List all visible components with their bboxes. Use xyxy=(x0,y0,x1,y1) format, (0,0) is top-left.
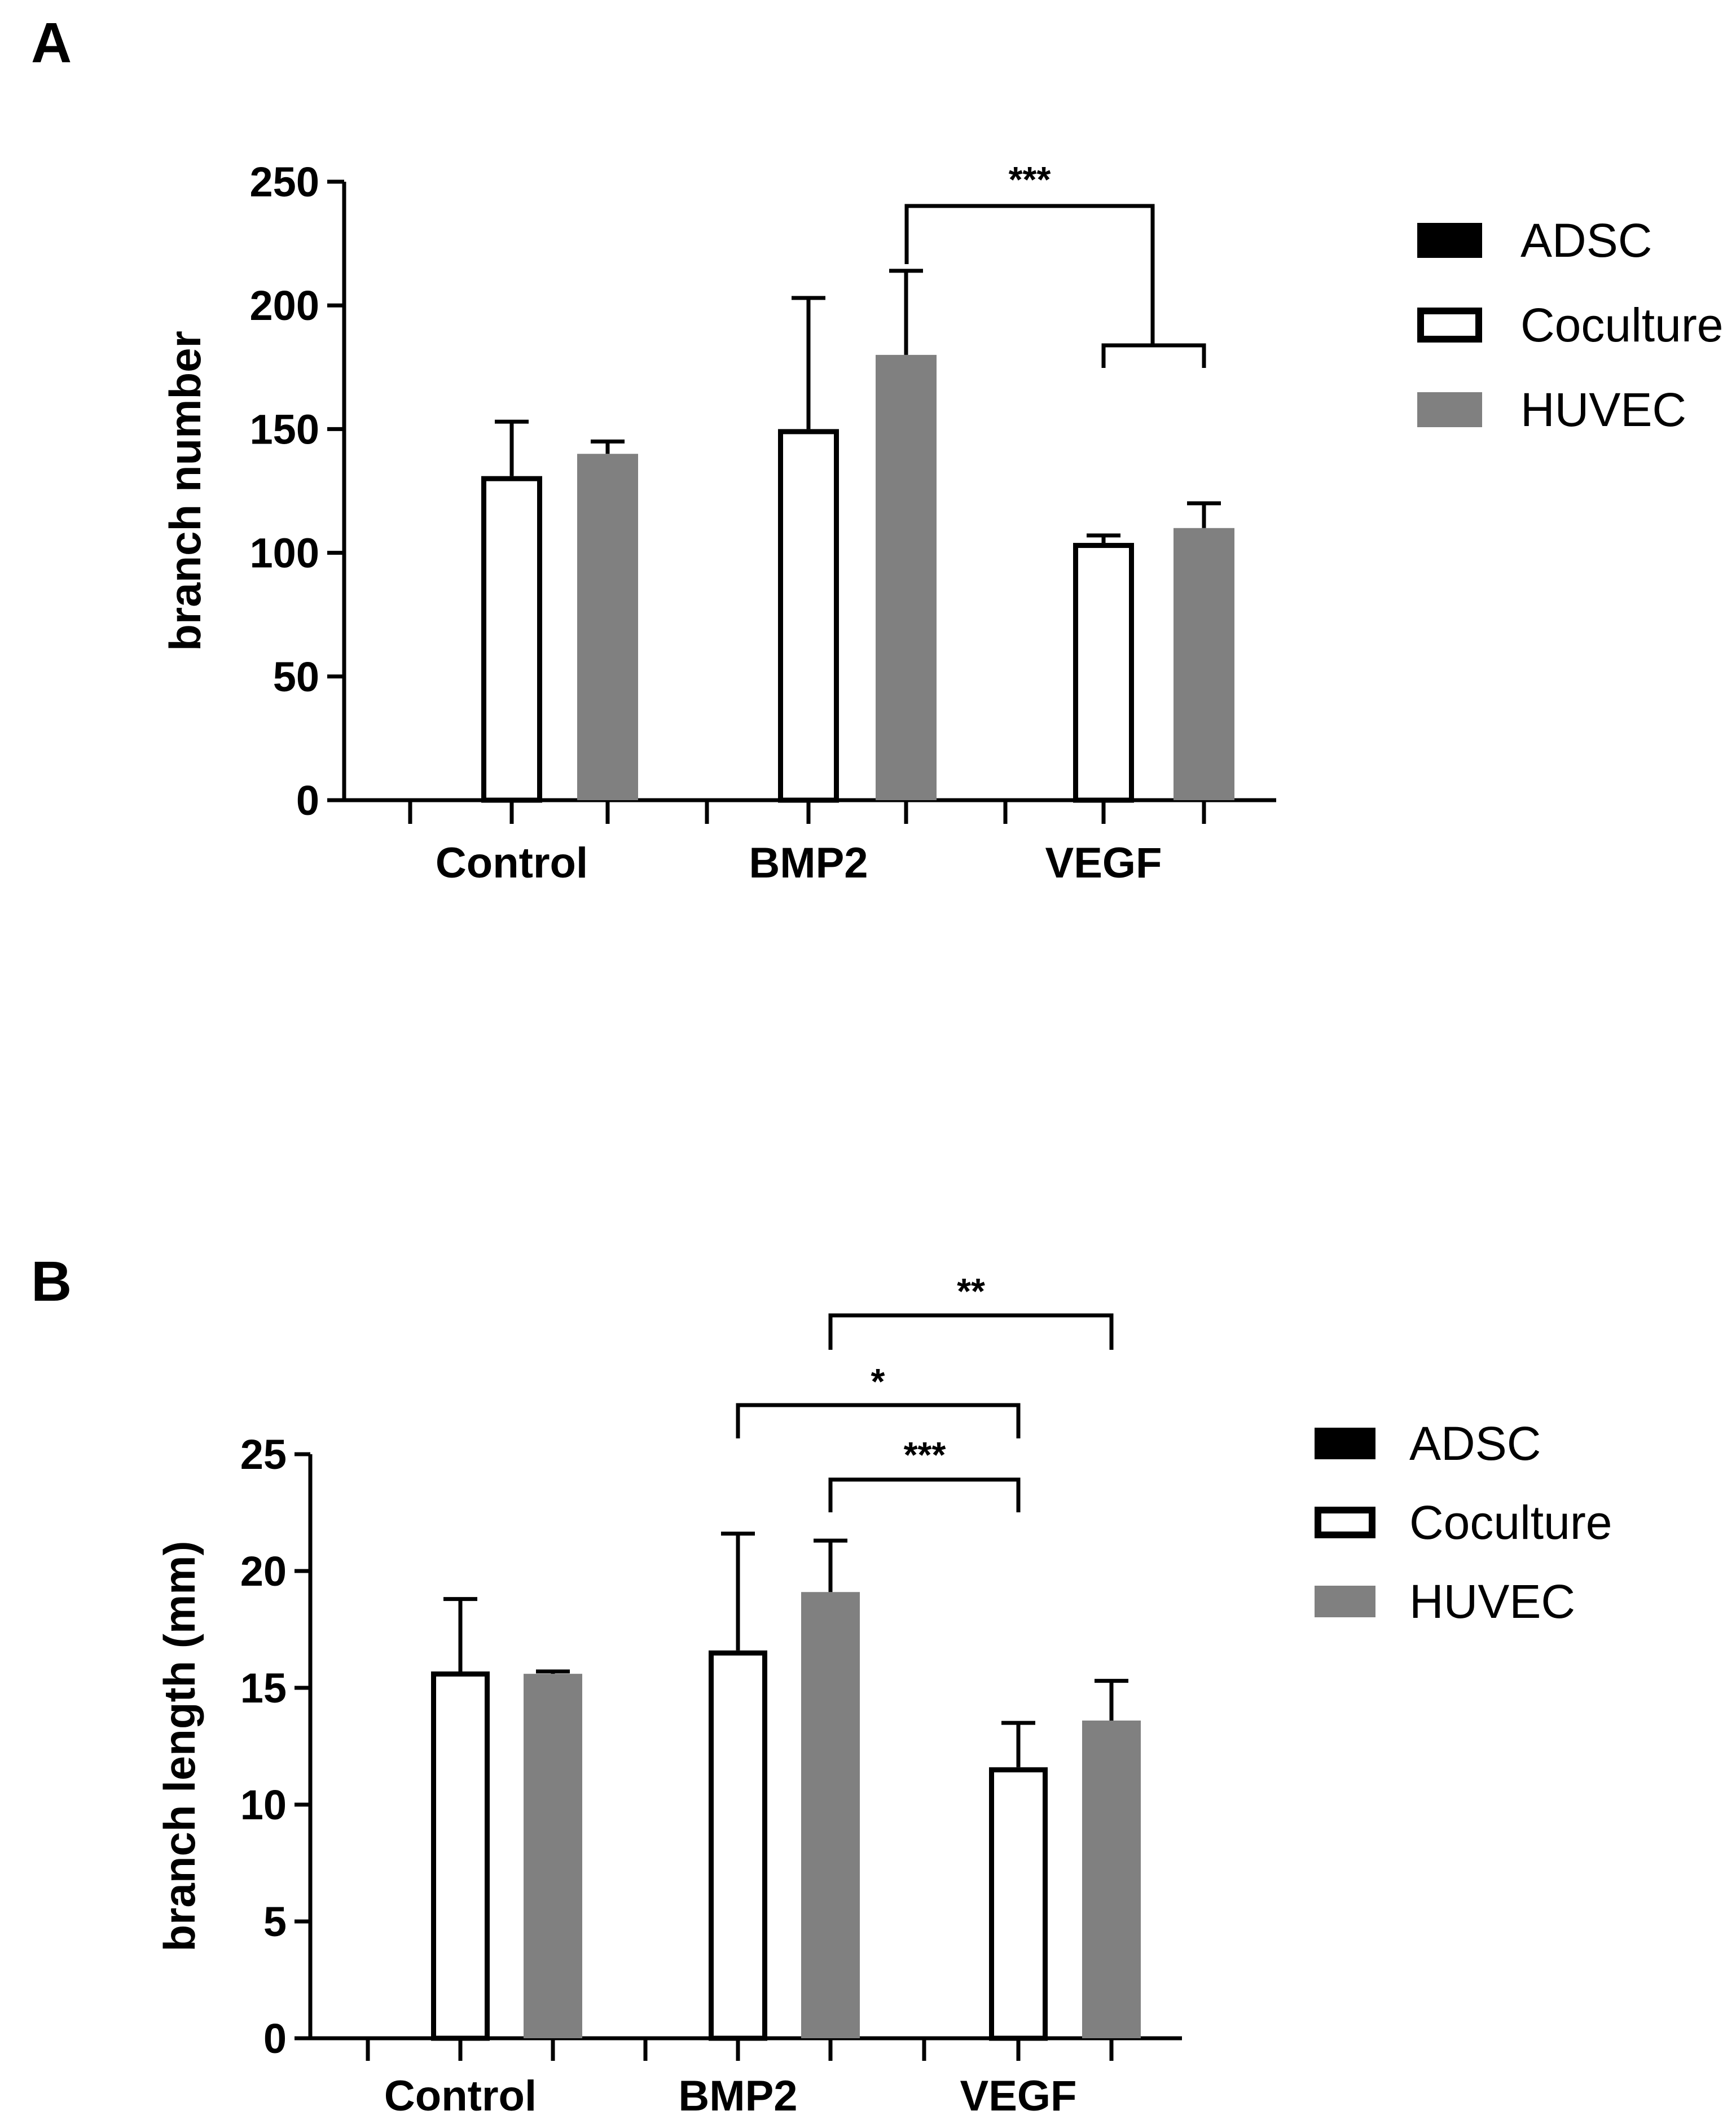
y-tick-label: 25 xyxy=(240,1431,287,1478)
legend-swatch xyxy=(1417,308,1482,343)
bar-huvec xyxy=(876,354,937,800)
category-label: BMP2 xyxy=(678,2072,797,2115)
bar-huvec xyxy=(524,1674,582,2038)
bar-huvec xyxy=(1082,1720,1141,2038)
y-tick-label: 20 xyxy=(240,1548,287,1595)
legend-label: Coculture xyxy=(1520,299,1724,352)
y-tick-label: 10 xyxy=(240,1781,287,1828)
bar-huvec xyxy=(577,454,638,800)
bar-coculture xyxy=(481,476,542,803)
category-label: VEGF xyxy=(1045,839,1162,887)
bar-coculture xyxy=(709,1650,767,2041)
category-label: Control xyxy=(436,839,588,887)
category-label: VEGF xyxy=(960,2072,1077,2115)
y-axis-title: branch number xyxy=(160,331,210,651)
significance-label: ** xyxy=(957,1271,985,1311)
y-tick-label: 5 xyxy=(263,1898,287,1945)
significance-bracket xyxy=(904,204,1155,345)
category-label: Control xyxy=(384,2072,537,2115)
bar-coculture xyxy=(1073,543,1134,803)
legend-label: HUVEC xyxy=(1520,383,1686,436)
bar-coculture xyxy=(778,429,839,803)
legend-swatch xyxy=(1417,392,1482,427)
bar-huvec xyxy=(1174,528,1234,800)
legend-label: HUVEC xyxy=(1409,1575,1575,1628)
legend-swatch xyxy=(1315,1428,1375,1459)
significance-bracket xyxy=(828,1313,1114,1350)
panel-a: A 0 50 100 150 200 250 branch number Control BMP2… xyxy=(31,11,1724,887)
y-tick-label: 250 xyxy=(250,159,319,205)
y-tick-label: 0 xyxy=(263,2015,287,2062)
legend-swatch xyxy=(1315,1507,1375,1538)
legend-label: Coculture xyxy=(1409,1496,1612,1549)
significance-label: * xyxy=(871,1361,885,1402)
significance-label: *** xyxy=(904,1434,946,1475)
y-tick-label: 150 xyxy=(250,406,319,453)
legend-label: ADSC xyxy=(1520,214,1652,267)
y-axis-title: branch length (mm) xyxy=(155,1541,204,1951)
legend-swatch xyxy=(1315,1586,1375,1617)
significance-bracket xyxy=(736,1403,1021,1438)
y-tick-label: 100 xyxy=(250,530,319,577)
legend-label: ADSC xyxy=(1409,1417,1541,1470)
y-tick-label: 50 xyxy=(273,653,319,700)
significance-bracket xyxy=(1101,343,1206,368)
significance-bracket xyxy=(828,1477,1021,1512)
category-label: BMP2 xyxy=(749,839,868,887)
y-tick-label: 200 xyxy=(250,282,319,329)
bar-coculture xyxy=(431,1671,490,2041)
significance-label: *** xyxy=(1009,159,1051,200)
panel-letter: B xyxy=(31,1250,72,1313)
y-tick-label: 15 xyxy=(240,1665,287,1712)
bar-huvec xyxy=(801,1592,860,2038)
panel-letter: A xyxy=(31,11,72,74)
panel-b: B 0 5 10 15 20 25 branch length (mm) Control BMP2… xyxy=(31,1250,1612,2115)
bar-coculture xyxy=(989,1767,1048,2041)
y-tick-label: 0 xyxy=(296,777,319,824)
legend-swatch xyxy=(1417,223,1482,258)
